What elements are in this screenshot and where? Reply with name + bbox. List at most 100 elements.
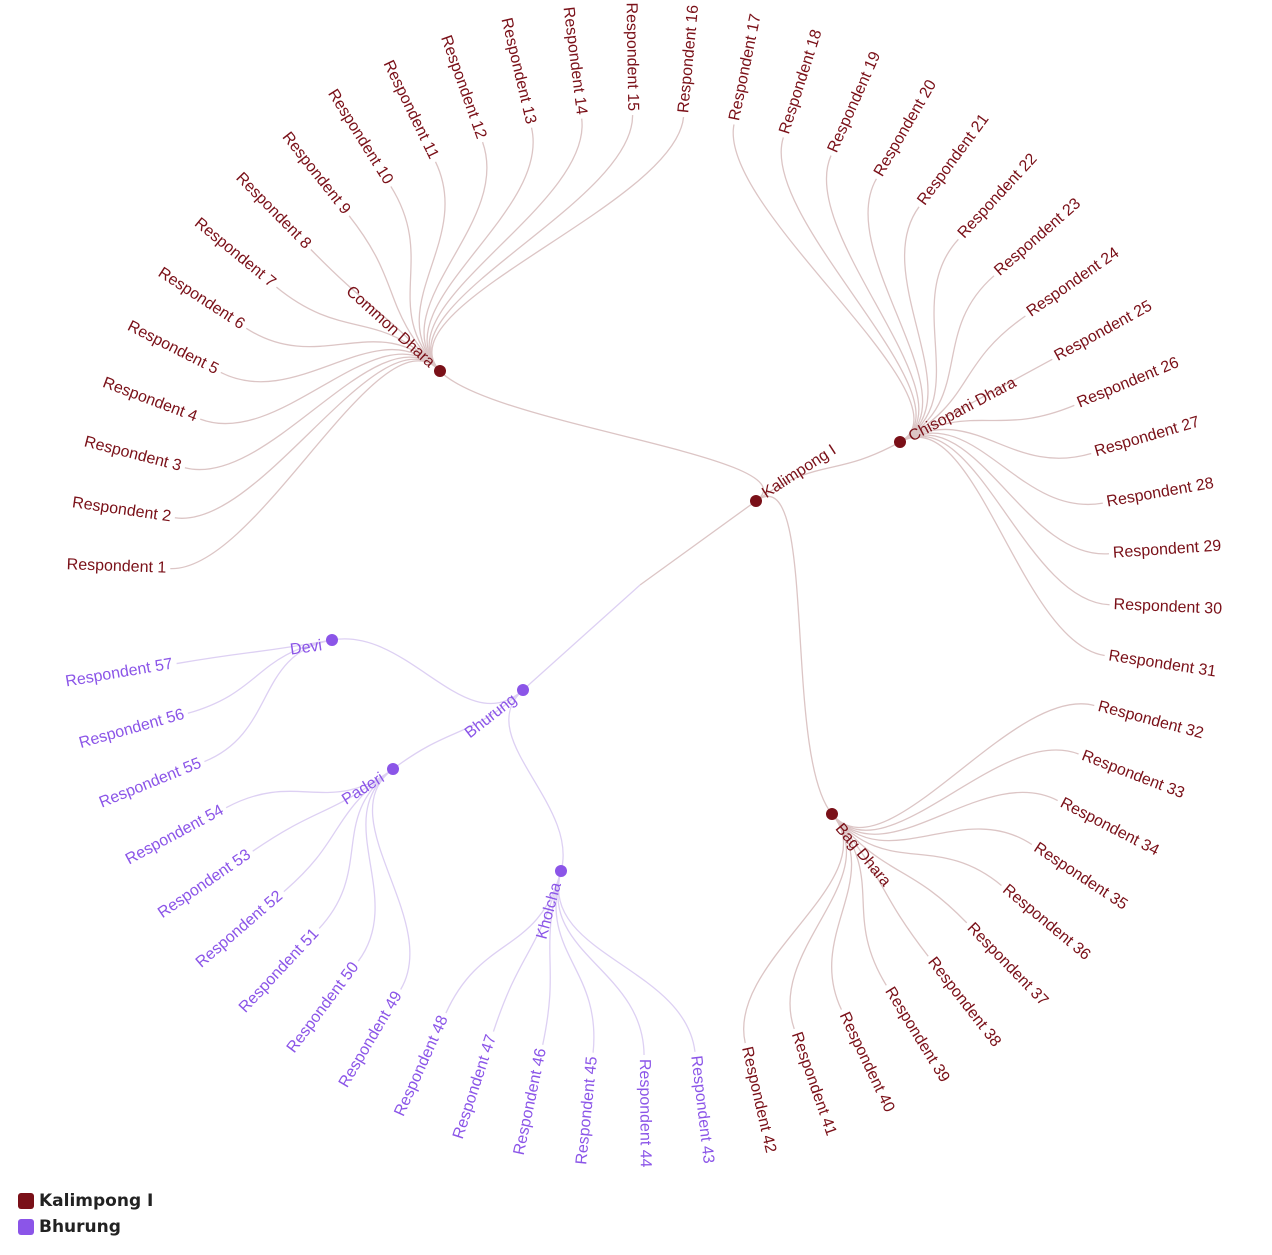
leaf-label: Respondent 18	[776, 27, 825, 136]
link-kholcha	[508, 689, 564, 872]
leaf-label: Respondent 32	[1096, 698, 1205, 742]
link-respondent-6	[245, 327, 441, 372]
node-bhurung[interactable]	[517, 684, 529, 696]
link-respondent-36	[831, 813, 1002, 886]
link-respondent-44	[557, 870, 645, 1055]
leaf-label: Respondent 27	[1093, 414, 1202, 461]
node-kalimpong-i[interactable]	[750, 495, 762, 507]
legend-item-bhurung: Bhurung	[18, 1214, 153, 1240]
legend-swatch-bhurung	[18, 1219, 34, 1235]
link-respondent-42	[742, 813, 845, 1044]
leaf-label: Respondent 44	[636, 1059, 654, 1168]
leaf-label: Respondent 3	[82, 433, 183, 474]
leaf-label: Respondent 2	[71, 494, 172, 525]
link-kalimpong-i	[639, 500, 757, 586]
leaf-label: Respondent 55	[97, 755, 204, 812]
link-respondent-7	[276, 286, 441, 372]
link-respondent-5	[220, 349, 441, 383]
link-respondent-47	[492, 870, 562, 1032]
legend-item-kalimpong: Kalimpong I	[18, 1188, 153, 1214]
link-respondent-45	[555, 870, 595, 1053]
link-respondent-48	[445, 870, 562, 1014]
leaf-label: Respondent 43	[687, 1055, 717, 1165]
link-respondent-28	[899, 432, 1103, 506]
link-respondent-46	[542, 870, 562, 1045]
link-respondent-26	[899, 404, 1075, 443]
link-respondent-57	[176, 639, 333, 665]
leaf-label: Respondent 52	[193, 888, 286, 972]
link-chisopani-dhara	[755, 441, 901, 502]
link-respondent-24	[899, 315, 1026, 443]
leaf-label: Respondent 9	[279, 129, 354, 218]
leaf-label: Respondent 26	[1075, 354, 1182, 411]
leaf-label: Respondent 8	[232, 169, 314, 252]
link-respondent-52	[283, 768, 394, 893]
link-respondent-31	[899, 436, 1105, 657]
legend: Kalimpong I Bhurung	[18, 1188, 153, 1240]
link-respondent-20	[867, 178, 924, 443]
link-respondent-50	[357, 768, 394, 962]
leaf-label: Respondent 50	[284, 959, 363, 1056]
link-respondent-27	[899, 428, 1092, 459]
link-respondent-17	[732, 124, 915, 443]
node-paderi[interactable]	[387, 763, 399, 775]
link-respondent-22	[899, 238, 959, 443]
leaf-label: Respondent 36	[999, 881, 1093, 964]
link-bag-dhara	[755, 496, 833, 815]
link-respondent-11	[418, 161, 446, 372]
leaf-label: Respondent 37	[964, 920, 1052, 1010]
link-respondent-2	[174, 358, 441, 519]
tree-nodes	[326, 365, 906, 877]
node-kholcha[interactable]	[555, 865, 567, 877]
link-respondent-9	[348, 215, 441, 372]
link-respondent-3	[184, 356, 441, 471]
leaf-label: Respondent 41	[788, 1030, 840, 1138]
link-respondent-4	[200, 353, 441, 425]
leaf-label: Respondent 12	[437, 33, 489, 141]
link-respondent-49	[371, 768, 411, 990]
leaf-label: Respondent 42	[738, 1045, 779, 1155]
node-devi[interactable]	[326, 634, 338, 646]
link-respondent-1	[170, 360, 441, 570]
link-respondent-21	[899, 206, 929, 443]
leaf-label: Respondent 49	[336, 988, 406, 1090]
link-respondent-40	[831, 813, 853, 1010]
legend-label-bhurung: Bhurung	[39, 1217, 121, 1237]
link-respondent-15	[430, 115, 634, 372]
link-bhurung	[522, 584, 641, 691]
leaf-label: Respondent 14	[560, 6, 590, 116]
leaf-label: Respondent 40	[836, 1009, 898, 1114]
leaf-label: Respondent 57	[64, 656, 174, 691]
leaf-label: Respondent 16	[675, 4, 702, 114]
link-respondent-53	[252, 768, 394, 852]
leaf-label: Respondent 6	[155, 264, 248, 333]
node-common-dhara[interactable]	[434, 365, 446, 377]
leaf-label: Respondent 22	[955, 150, 1041, 241]
link-respondent-30	[899, 435, 1110, 606]
node-bag-dhara[interactable]	[826, 808, 838, 820]
leaf-label: Respondent 48	[391, 1013, 451, 1119]
link-devi	[331, 638, 524, 705]
link-respondent-55	[204, 639, 333, 763]
leaf-label: Respondent 17	[726, 12, 764, 122]
legend-label-kalimpong: Kalimpong I	[39, 1191, 154, 1211]
node-label-common-dhara: Common Dhara	[343, 283, 438, 371]
node-chisopani-dhara[interactable]	[894, 436, 906, 448]
link-paderi	[392, 689, 524, 770]
leaf-label: Respondent 25	[1052, 298, 1155, 365]
link-respondent-16	[431, 116, 685, 372]
leaf-label: Respondent 11	[380, 58, 442, 162]
leaf-label: Respondent 15	[623, 2, 642, 111]
leaf-label: Respondent 1	[66, 556, 166, 576]
leaf-label: Respondent 21	[914, 111, 992, 209]
link-respondent-10	[390, 186, 441, 372]
link-respondent-56	[187, 639, 333, 714]
link-respondent-8	[310, 249, 441, 372]
leaf-label: Respondent 13	[498, 16, 540, 126]
link-respondent-19	[825, 155, 920, 443]
leaf-label: Respondent 38	[924, 954, 1004, 1050]
leaf-label: Respondent 45	[573, 1056, 601, 1166]
leaf-label: Respondent 10	[324, 86, 396, 187]
leaf-label: Respondent 31	[1107, 647, 1217, 680]
